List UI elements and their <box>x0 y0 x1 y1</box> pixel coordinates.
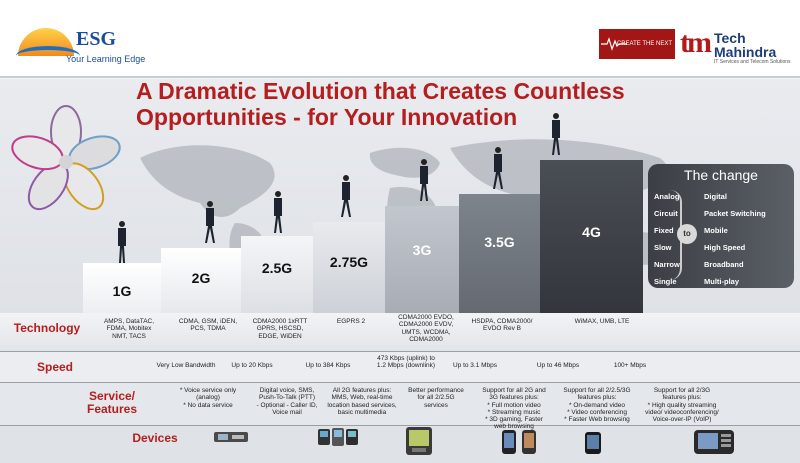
change-from-item: Analog <box>654 192 680 201</box>
step-1g: 1G <box>83 263 161 313</box>
change-from-item: Slow <box>654 243 672 252</box>
technology-cell: CDMA2000 1xRTT GPRS, HSCSD, EDGE, WiDEN <box>252 318 308 340</box>
change-from-list: Analog Circuit Fixed Slow Narrow Single <box>654 188 680 290</box>
slider-phone-icon <box>694 430 734 454</box>
service-row-title: Service/ Features <box>72 390 152 416</box>
step-2-75g: 2.75G <box>313 222 385 313</box>
create-next-wave-text: CREATE THE NEXT WAVE <box>616 41 672 47</box>
brick-phone-icon <box>214 432 248 442</box>
speed-cell: 473 Kbps (uplink) to 1.2 Mbps (downlink) <box>376 355 436 370</box>
technology-band <box>0 313 800 351</box>
businessman-icon <box>118 221 126 263</box>
the-change-title: The change <box>684 167 758 183</box>
change-from-item: Narrow <box>654 260 680 269</box>
speed-cell: Up to 46 Mbps <box>536 362 580 369</box>
businessman-icon <box>493 147 503 189</box>
step-label: 4G <box>582 224 601 240</box>
businessman-icon <box>552 113 560 155</box>
businessman-icon <box>420 159 428 201</box>
change-from-item: Single <box>654 277 677 286</box>
businessman-icon <box>274 191 282 233</box>
speed-cell: 100+ Mbps <box>613 362 647 369</box>
tm-logo-tagline: IT Services and Telecom Solutions <box>714 59 791 65</box>
speed-cell: Up to 20 Kbps <box>231 362 273 369</box>
change-to-item: Packet Switching <box>704 209 766 218</box>
tm-logo-name-line2: Mahindra <box>714 44 777 60</box>
speed-band <box>0 352 800 382</box>
step-2-5g: 2.5G <box>241 236 313 313</box>
businessman-icon <box>205 201 215 243</box>
speed-cell: Very Low Bandwidth <box>156 362 216 369</box>
feature-phones-icon <box>318 428 358 446</box>
technology-cell: HSDPA, CDMA2000/ EVDO Rev B <box>471 318 533 333</box>
change-connector: to <box>677 224 697 244</box>
devices-row-title: Devices <box>132 431 178 445</box>
row-divider <box>0 351 800 352</box>
service-cell: Digital voice, SMS, Push-To-Talk (PTT) -… <box>256 387 318 416</box>
create-next-wave-banner: CREATE THE NEXT WAVE <box>599 29 675 59</box>
service-cell: * Voice service only (analog) * No data … <box>179 387 237 409</box>
change-from-item: Circuit <box>654 209 678 218</box>
change-from-item: Fixed <box>654 226 674 235</box>
technology-cell: WiMAX, UMB, LTE <box>574 318 630 325</box>
pda-phone-icon <box>406 427 432 455</box>
technology-cell: EGPRS 2 <box>336 318 366 325</box>
step-label: 1G <box>112 283 132 299</box>
the-change-panel: The change Analog Circuit Fixed Slow Nar… <box>648 164 794 288</box>
smartphones-icon <box>502 430 536 454</box>
service-cell: Support for all 2/3G features plus: * Hi… <box>645 387 719 424</box>
service-cell: Better performance for all 2/2.5G servic… <box>408 387 464 409</box>
touch-phone-icon <box>585 432 601 454</box>
change-to-item: Mobile <box>704 226 728 235</box>
service-cell: Support for all 2/2.5/3G features plus: … <box>563 387 631 424</box>
businessman-icon <box>341 175 351 217</box>
step-label: 2.5G <box>261 260 293 276</box>
petal-diagram-icon <box>11 105 121 211</box>
row-divider <box>0 382 800 383</box>
technology-row-title: Technology <box>13 321 81 335</box>
wave-icon <box>16 46 80 66</box>
technology-cell: CDMA, GSM, iDEN, PCS, TDMA <box>178 318 238 333</box>
step-3-5g: 3.5G <box>459 194 540 313</box>
change-to-list: Digital Packet Switching Mobile High Spe… <box>704 188 766 290</box>
pulse-icon <box>601 37 627 51</box>
tm-logo-name: Tech Mahindra <box>714 31 776 59</box>
row-divider <box>0 425 800 426</box>
service-row-title-line1: Service/ <box>88 389 136 403</box>
step-label: 3.5G <box>484 234 515 250</box>
slide-title: A Dramatic Evolution that Creates Countl… <box>136 78 625 130</box>
step-label: 2.75G <box>329 254 369 270</box>
change-to-item: Multi-play <box>704 277 739 286</box>
technology-cell: AMPS, DataTAC, FDMA, Mobitex NMT, TACS <box>103 318 155 340</box>
esg-logo-tagline: Your Learning Edge <box>66 54 146 64</box>
step-label: 2G <box>191 270 211 286</box>
step-label: 3G <box>412 242 432 258</box>
step-3g: 3G <box>385 206 459 313</box>
devices-band <box>0 426 800 463</box>
esg-logo: ESG Your Learning Edge <box>16 22 145 72</box>
step-2g: 2G <box>161 248 241 313</box>
service-row-title-line2: Features <box>86 402 138 416</box>
change-to-item: Digital <box>704 192 727 201</box>
change-to-item: High Speed <box>704 243 746 252</box>
service-band <box>0 383 800 425</box>
service-cell: All 2G features plus: MMS, Web, real-tim… <box>327 387 397 416</box>
speed-cell: Up to 384 Kbps <box>305 362 351 369</box>
technology-cell: CDMA2000 EVDO, CDMA2000 EVDV, UMTS, WCDM… <box>398 314 454 343</box>
esg-logo-name: ESG <box>76 28 117 50</box>
speed-row-title: Speed <box>36 360 73 374</box>
tm-logo-mark: tm <box>680 26 712 59</box>
tm-logo-name-line1: Tech <box>714 30 746 46</box>
tech-mahindra-logo: tm Tech Mahindra IT Services and Telecom… <box>680 26 791 66</box>
header-divider <box>0 76 800 78</box>
change-to-item: Broadband <box>704 260 744 269</box>
service-cell: Support for all 2G and 3G features plus:… <box>482 387 546 431</box>
step-4g: 4G <box>540 160 643 313</box>
speed-cell: Up to 3.1 Mbps <box>452 362 498 369</box>
